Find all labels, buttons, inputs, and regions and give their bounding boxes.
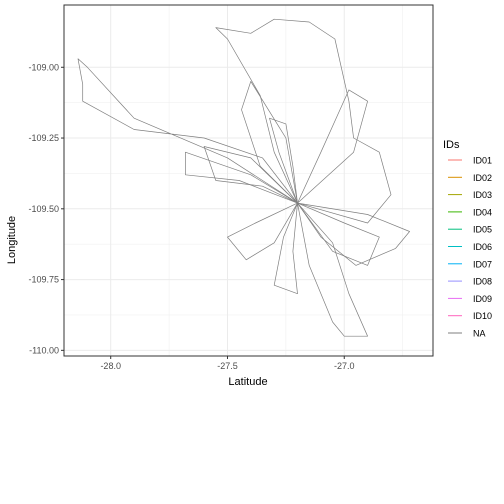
track-line <box>241 81 298 204</box>
legend-label: ID06 <box>473 242 492 252</box>
x-tick-label: -28.0 <box>100 361 121 371</box>
y-tick-label: -109.25 <box>28 133 59 143</box>
y-axis-ticks: -109.00 -109.25 -109.50 -109.75 -110.00 <box>28 62 64 355</box>
legend-label: ID03 <box>473 190 492 200</box>
legend-label: NA <box>473 329 486 339</box>
legend-label: ID04 <box>473 207 492 217</box>
y-axis-title: Longitude <box>6 216 18 264</box>
track-line <box>77 58 298 204</box>
track-line <box>227 202 298 261</box>
legend-label: ID07 <box>473 259 492 269</box>
legend-label: ID10 <box>473 311 492 321</box>
track-line <box>297 89 368 204</box>
legend-label: ID08 <box>473 277 492 287</box>
legend: IDs ID01 ID02 ID03 ID04 ID05 ID06 ID07 ID08 ID09… <box>443 139 492 339</box>
track-line <box>297 202 380 266</box>
y-tick-label: -109.50 <box>28 204 59 214</box>
legend-label: ID02 <box>473 173 492 183</box>
x-axis-title: Latitude <box>228 376 267 388</box>
legend-label: ID05 <box>473 225 492 235</box>
track-line <box>215 18 392 224</box>
track-line <box>269 117 298 204</box>
x-tick-label: -27.0 <box>334 361 355 371</box>
plot-panel-border <box>63 4 434 357</box>
tracks <box>77 18 410 337</box>
legend-title: IDs <box>443 139 460 151</box>
track-line <box>297 202 410 266</box>
y-tick-label: -109.75 <box>28 275 59 285</box>
track-line <box>273 202 298 295</box>
legend-label: ID09 <box>473 294 492 304</box>
y-tick-label: -109.00 <box>28 62 59 72</box>
track-line <box>297 202 368 337</box>
x-axis-ticks: -28.0 -27.5 -27.0 <box>100 356 355 371</box>
x-tick-label: -27.5 <box>217 361 238 371</box>
track-line <box>203 146 298 204</box>
legend-label: ID01 <box>473 156 492 166</box>
grid <box>64 5 433 356</box>
y-tick-label: -110.00 <box>29 345 59 355</box>
